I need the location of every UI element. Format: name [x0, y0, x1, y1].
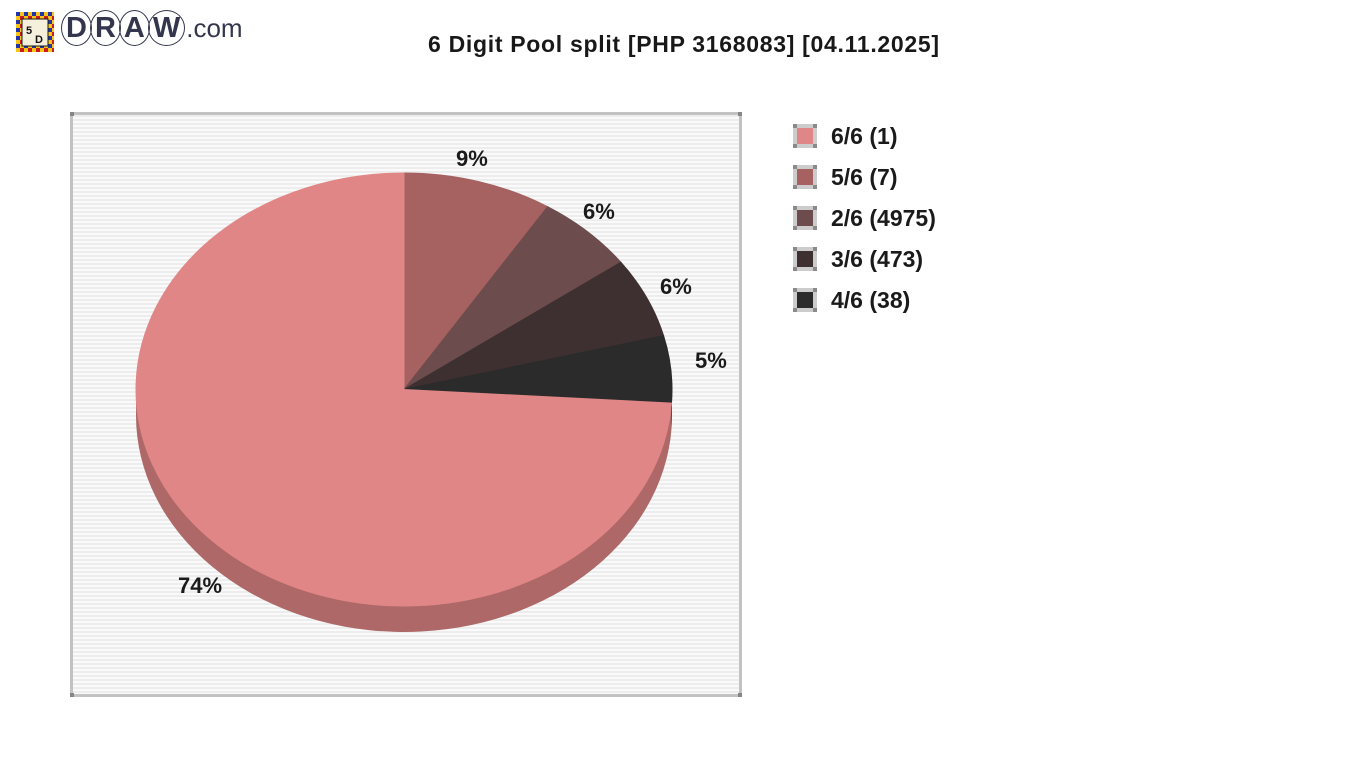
svg-text:D: D	[35, 34, 43, 46]
svg-text:5: 5	[26, 25, 32, 37]
